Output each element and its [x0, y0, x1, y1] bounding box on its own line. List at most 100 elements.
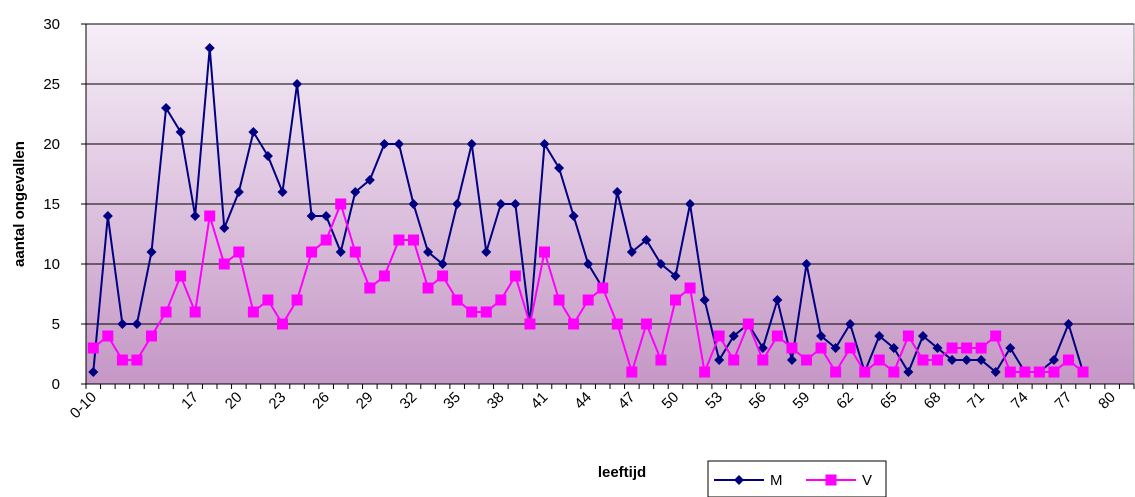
x-tick-label: 59	[790, 389, 814, 413]
data-point-M	[801, 259, 812, 269]
data-point-V	[902, 330, 914, 342]
data-point-M	[786, 355, 797, 365]
data-point-M	[1048, 355, 1059, 365]
data-point-M	[379, 139, 390, 149]
data-point-M	[961, 355, 972, 365]
data-point-V	[873, 354, 885, 366]
data-point-M	[321, 211, 332, 221]
data-point-M	[481, 247, 492, 257]
x-tick-label: 71	[964, 389, 988, 413]
data-point-M	[626, 247, 637, 257]
data-point-M	[757, 343, 768, 353]
x-tick-label: 35	[440, 389, 464, 413]
data-point-M	[670, 271, 681, 281]
data-point-V	[728, 354, 740, 366]
data-point-V	[102, 330, 114, 342]
data-point-V	[670, 294, 681, 306]
data-point-V	[801, 354, 812, 366]
data-point-V	[1004, 366, 1016, 378]
x-tick-label: 47	[615, 389, 639, 413]
data-point-V	[699, 366, 711, 378]
data-point-M	[641, 235, 652, 245]
data-point-M	[161, 103, 172, 113]
data-point-M	[655, 259, 666, 269]
data-point-V	[451, 294, 463, 306]
x-tick-label: 41	[528, 389, 552, 413]
data-point-V	[175, 270, 187, 282]
data-point-V	[626, 366, 638, 378]
data-point-M	[335, 247, 346, 257]
data-point-M	[306, 211, 317, 221]
data-point-V	[509, 270, 521, 282]
x-tick-label: 29	[353, 389, 377, 413]
data-point-M	[437, 259, 448, 269]
x-tick-label: 20	[222, 389, 246, 413]
x-tick-labels: 0-10 17 20 23 26 29 32 35 38 41 44 47 50 53 56 59 62 65 68…	[67, 389, 1119, 422]
data-point-V	[408, 234, 419, 246]
data-point-M	[146, 247, 157, 257]
data-point-V	[189, 306, 201, 318]
data-point-M	[903, 367, 914, 377]
data-point-M	[102, 211, 113, 221]
y-tick-label: 0	[52, 376, 60, 393]
data-point-M	[452, 199, 463, 209]
data-point-V	[786, 342, 798, 354]
data-point-M	[88, 367, 99, 377]
data-point-V	[757, 354, 769, 366]
y-tick-label: 10	[43, 256, 60, 273]
data-point-V	[335, 198, 347, 210]
series-M	[88, 43, 1089, 377]
data-point-V	[990, 330, 1002, 342]
data-point-M	[262, 151, 273, 161]
y-tick-label: 15	[43, 196, 60, 213]
data-point-M	[554, 163, 565, 173]
legend-marker	[734, 475, 744, 485]
x-tick-label: 23	[266, 389, 290, 413]
data-point-V	[771, 330, 783, 342]
data-point-M	[612, 187, 623, 197]
data-point-M	[393, 139, 404, 149]
data-point-M	[495, 199, 506, 209]
legend-item-M: M	[714, 472, 783, 489]
data-point-M	[233, 187, 244, 197]
data-point-M	[117, 319, 128, 329]
data-point-M	[888, 343, 899, 353]
x-tick-label: 0-10	[67, 389, 100, 422]
data-point-M	[539, 139, 550, 149]
data-point-M	[976, 355, 987, 365]
data-point-V	[1077, 366, 1089, 378]
data-point-V	[393, 234, 405, 246]
data-point-M	[917, 331, 928, 341]
x-tick-label: 53	[702, 389, 726, 413]
x-tick-label: 62	[833, 389, 857, 413]
data-point-V	[87, 342, 99, 354]
data-point-V	[830, 366, 842, 378]
data-point-M	[190, 211, 201, 221]
data-point-M	[685, 199, 696, 209]
data-point-V	[859, 366, 871, 378]
data-point-V	[306, 246, 318, 258]
data-point-M	[204, 43, 215, 53]
data-point-M	[466, 139, 477, 149]
data-point-V	[932, 354, 943, 366]
y-tick-label: 20	[43, 136, 60, 153]
data-point-V	[1063, 354, 1074, 366]
data-point-V	[597, 282, 609, 294]
legend-marker	[825, 474, 837, 486]
y-tick-label: 25	[43, 76, 60, 93]
y-tick-label: 30	[43, 16, 60, 33]
data-point-V	[495, 294, 507, 306]
y-axis-title: aantal ongevallen	[11, 141, 28, 267]
x-tick-label: 68	[921, 389, 945, 413]
data-point-M	[248, 127, 259, 137]
data-point-M	[699, 295, 710, 305]
data-point-V	[204, 210, 216, 222]
data-point-V	[713, 330, 725, 342]
data-point-V	[582, 294, 594, 306]
data-point-V	[742, 318, 754, 330]
data-point-M	[510, 199, 521, 209]
